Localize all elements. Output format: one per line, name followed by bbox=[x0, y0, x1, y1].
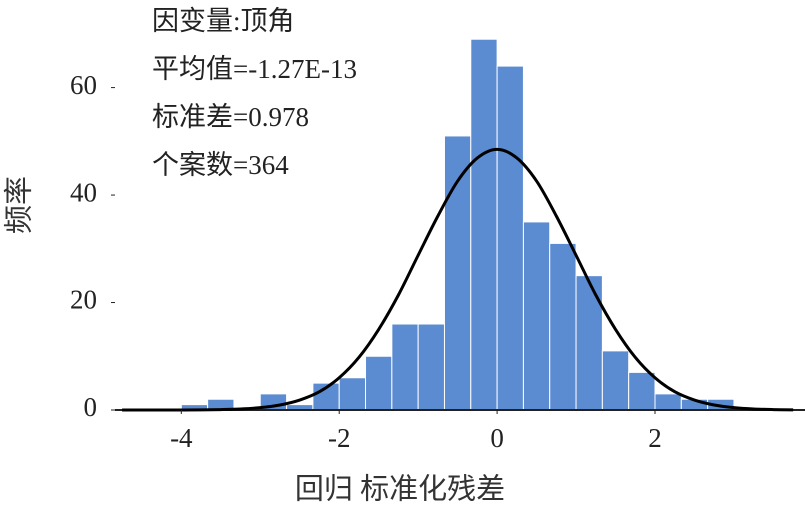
bar bbox=[417, 323, 445, 411]
bar bbox=[522, 221, 551, 411]
y-tick-label: 20 bbox=[70, 285, 97, 315]
bar bbox=[365, 355, 393, 411]
bar bbox=[391, 323, 419, 411]
x-axis-label: 回归 标准化残差 bbox=[295, 473, 505, 506]
x-tick-label: -2 bbox=[328, 423, 351, 453]
y-tick-label: 60 bbox=[70, 70, 97, 100]
annotation: 个案数=364 bbox=[152, 150, 289, 180]
x-tick-label: 2 bbox=[648, 423, 662, 453]
x-tick-label: -4 bbox=[170, 423, 193, 453]
normal-curve bbox=[122, 147, 794, 412]
bar bbox=[549, 242, 577, 411]
y-tick-label: 0 bbox=[84, 392, 98, 422]
bar bbox=[496, 65, 524, 411]
bar bbox=[601, 350, 630, 411]
bar bbox=[575, 275, 603, 411]
bar bbox=[470, 38, 498, 411]
bar bbox=[628, 371, 656, 411]
annotation: 因变量:顶角 bbox=[152, 6, 295, 36]
y-tick-label: 40 bbox=[70, 177, 97, 207]
y-axis-label: 频率 bbox=[3, 176, 36, 234]
annotation: 平均值=-1.27E-13 bbox=[152, 54, 357, 84]
x-tick-label: 0 bbox=[490, 423, 504, 453]
annotation: 标准差=0.978 bbox=[152, 102, 309, 132]
bar bbox=[338, 377, 367, 411]
bar bbox=[654, 393, 682, 411]
bar bbox=[443, 135, 472, 411]
